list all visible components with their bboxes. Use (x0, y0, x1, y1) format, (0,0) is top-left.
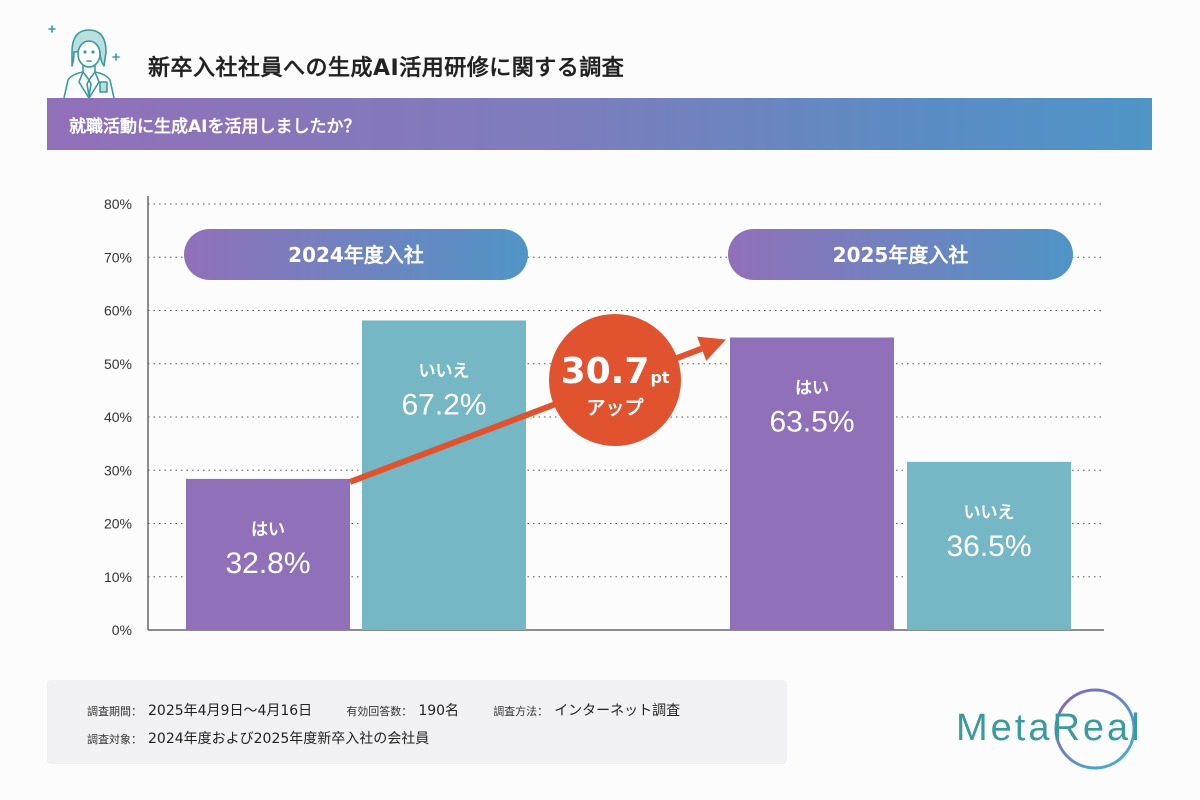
arrow-head-icon (697, 336, 726, 361)
y-tick-label: 30% (104, 462, 132, 478)
logo-ring-icon (1054, 688, 1136, 770)
survey-info-row-2: 調査対象： 2024年度および2025年度新卒入社の会社員 (87, 728, 459, 748)
increase-badge (549, 314, 681, 446)
y-tick-label: 50% (104, 356, 132, 372)
bar-category-label: いいえ (419, 361, 470, 381)
increase-unit: pt (650, 368, 669, 387)
method-label: 調査方法： (493, 705, 549, 718)
period-label: 調査期間： (87, 705, 142, 718)
sparkle-icon (48, 25, 56, 33)
group-label: 2024年度入社 (288, 243, 424, 267)
metareal-logo: MetaReal (956, 688, 1143, 770)
target-label: 調査対象： (87, 733, 142, 746)
period-value: 2025年4月9日〜4月16日 (148, 703, 313, 719)
y-tick-label: 40% (104, 409, 132, 425)
responses-value: 190名 (418, 703, 460, 719)
responses-label: 有効回答数： (346, 705, 413, 718)
bar-category-label: はい (795, 379, 829, 399)
bar-yes (186, 478, 350, 630)
bar-value-label: 67.2% (401, 388, 486, 421)
y-tick-label: 10% (104, 569, 132, 585)
group-label-pill (184, 229, 528, 280)
y-tick-label: 20% (104, 516, 132, 532)
sparkle-icon (112, 53, 120, 61)
bar-no (907, 461, 1071, 630)
bar-yes (730, 337, 894, 630)
y-tick-label: 60% (104, 303, 132, 319)
page-title: 新卒入社社員への生成AI活用研修に関する調査 (148, 56, 625, 81)
bar-category-label: いいえ (964, 503, 1015, 523)
bar-no (362, 320, 526, 630)
bar-value-label: 63.5% (769, 406, 854, 439)
bar-category-label: はい (251, 520, 285, 540)
group-label: 2025年度入社 (833, 243, 969, 267)
question-text: 就職活動に生成AIを活用しましたか？ (69, 117, 361, 137)
logo-text: MetaReal (956, 707, 1143, 749)
survey-info-box: 調査期間： 2025年4月9日〜4月16日 有効回答数： 190名 調査方法： インタ… (47, 680, 787, 764)
question-banner: 就職活動に生成AIを活用しましたか？ (47, 98, 1152, 150)
bar-value-label: 36.5% (946, 530, 1031, 563)
increase-value: 30.7 (561, 351, 650, 392)
y-tick-label: 80% (104, 196, 132, 212)
bar-value-label: 32.8% (225, 547, 310, 580)
increase-text: アップ (586, 396, 644, 419)
businessperson-icon (48, 25, 120, 98)
y-tick-label: 0% (112, 622, 132, 638)
y-tick-label: 70% (104, 249, 132, 265)
group-label-pill (728, 229, 1073, 280)
method-value: インターネット調査 (554, 703, 681, 719)
survey-info-row-1: 調査期間： 2025年4月9日〜4月16日 有効回答数： 190名 調査方法： インタ… (87, 700, 710, 720)
target-value: 2024年度および2025年度新卒入社の会社員 (148, 731, 430, 747)
